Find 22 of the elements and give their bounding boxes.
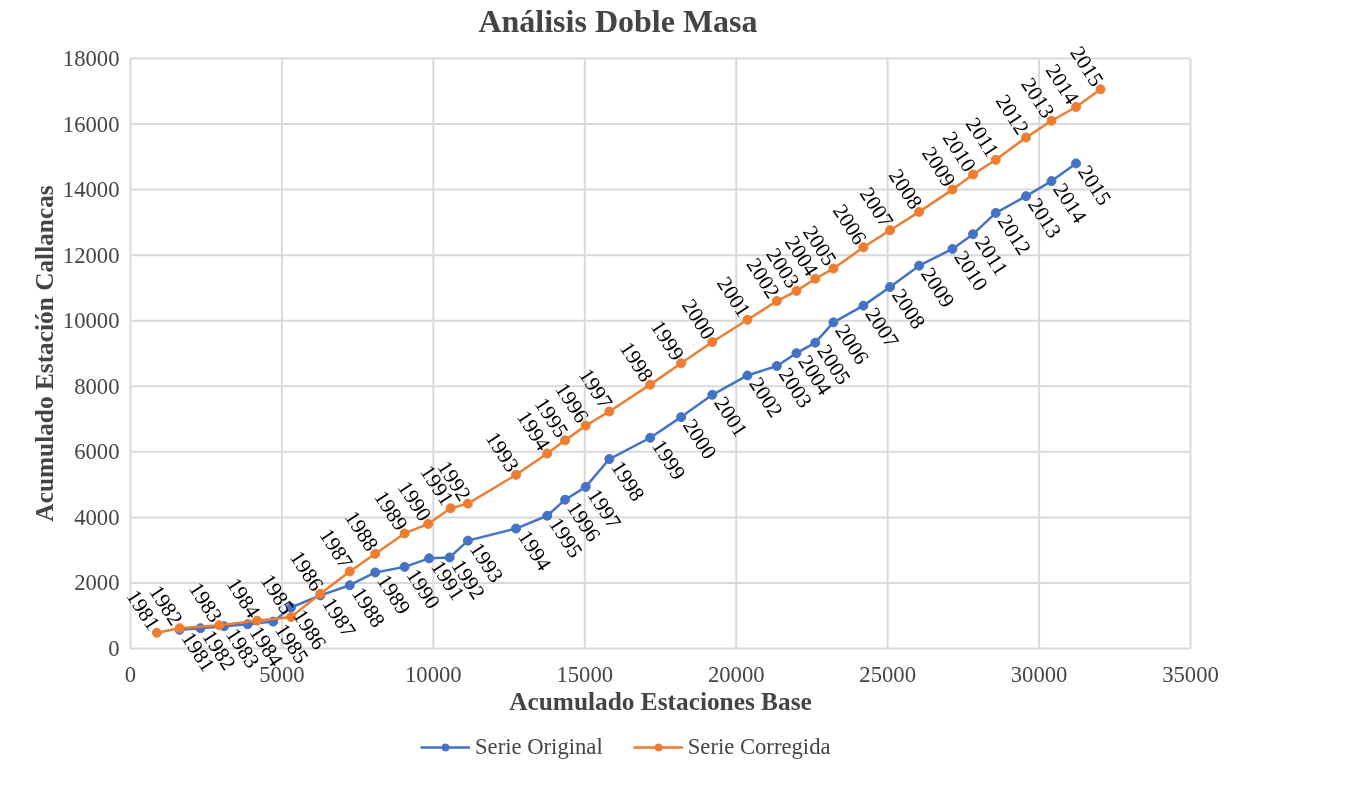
x-tick-label: 30000	[1010, 661, 1068, 687]
x-tick-label: 25000	[859, 661, 916, 687]
y-tick-label: 16000	[62, 111, 120, 137]
x-tick-label: 20000	[707, 661, 765, 687]
y-tick-label: 4000	[74, 504, 120, 530]
y-tick-label: 6000	[74, 439, 120, 465]
legend-label: Serie Original	[475, 734, 603, 760]
x-axis-title: Acumulado Estaciones Base	[509, 686, 812, 715]
y-tick-label: 10000	[62, 308, 120, 334]
x-tick-label: 15000	[556, 661, 614, 687]
x-tick-label: 10000	[405, 661, 462, 687]
y-tick-label: 0	[108, 636, 120, 661]
y-tick-label: 12000	[62, 242, 120, 268]
x-tick-label: 0	[124, 661, 137, 687]
y-axis-title: Acumulado Estación Callancas	[29, 185, 58, 522]
legend-label: Serie Corregida	[687, 734, 831, 760]
chart-title: Análisis Doble Masa	[478, 2, 758, 39]
y-tick-label: 2000	[74, 570, 120, 596]
y-tick-label: 14000	[62, 177, 120, 203]
x-tick-label: 35000	[1162, 661, 1219, 687]
y-tick-label: 8000	[74, 373, 120, 399]
y-tick-label: 18000	[62, 46, 120, 71]
